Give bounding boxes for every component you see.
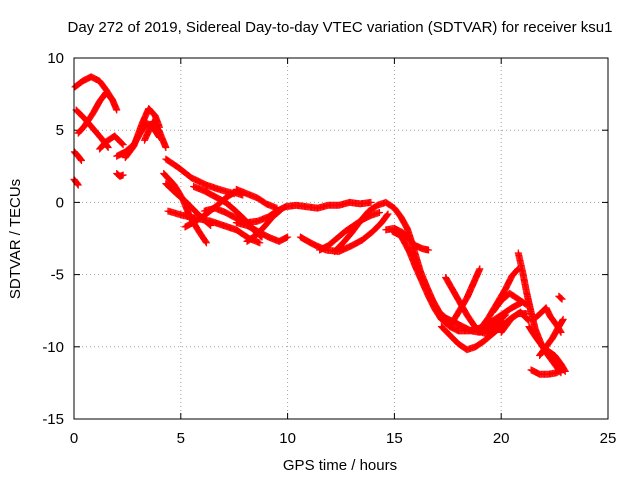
data-point [284, 233, 292, 241]
data-point [76, 155, 84, 163]
y-tick-label: 10 [47, 50, 64, 67]
data-point [117, 139, 125, 147]
series-pass-aa [446, 265, 484, 331]
x-tick-label: 25 [600, 430, 617, 447]
data-point [74, 180, 82, 188]
y-axis-label: SDTVAR / TECUs [7, 179, 24, 299]
x-tick-label: 15 [386, 430, 403, 447]
series-pass-t [232, 219, 292, 245]
data-point [558, 295, 566, 303]
data-point [383, 211, 391, 219]
data-point [559, 316, 567, 324]
data-point [256, 239, 264, 247]
data-point [556, 294, 564, 302]
data-point [499, 317, 507, 325]
data-point [375, 209, 383, 217]
series-pass-ab [442, 273, 507, 338]
series-pass-n [164, 207, 264, 247]
series-pass-d [96, 132, 127, 153]
grid-lines [74, 58, 608, 419]
x-tick-label: 5 [177, 430, 185, 447]
data-point [561, 366, 569, 374]
x-axis-label: GPS time / hours [283, 457, 397, 474]
x-tick-label: 20 [493, 430, 510, 447]
series-pass-aj [536, 315, 567, 359]
data-point [118, 140, 126, 148]
data-point [202, 239, 210, 247]
data-point [425, 246, 433, 254]
data-point [162, 144, 170, 152]
data-point [77, 157, 85, 165]
data-point [367, 198, 375, 206]
x-tick-label: 0 [70, 430, 78, 447]
series-pass-b [72, 106, 112, 152]
y-tick-label: -5 [51, 267, 64, 284]
plot-frame [73, 57, 609, 420]
y-tick-label: 0 [56, 194, 64, 211]
data-point [74, 181, 82, 189]
data-point [202, 238, 210, 246]
y-tick-label: 5 [56, 122, 64, 139]
series-pass-ak [555, 292, 566, 303]
chart-title: Day 272 of 2019, Sidereal Day-to-day VTE… [68, 19, 613, 36]
data-point [498, 318, 506, 326]
data-point [476, 265, 484, 273]
data-point [384, 210, 392, 218]
data-points [70, 73, 569, 378]
y-tick-label: -15 [42, 411, 64, 428]
series-pass-f [70, 175, 82, 189]
series-pass-e [70, 148, 85, 165]
series-pass-g [113, 170, 127, 180]
series-pass-i [121, 105, 163, 162]
data-point [561, 367, 569, 375]
data-point [119, 171, 127, 179]
data-point [276, 206, 284, 214]
series-pass-y [388, 227, 527, 335]
data-point [113, 106, 121, 114]
series-pass-ag [527, 364, 567, 378]
data-point [77, 156, 85, 164]
series-pass-ad [489, 289, 531, 316]
data-point [104, 144, 112, 152]
series-pass-r [232, 185, 281, 212]
series-pass-c [74, 89, 121, 137]
x-tick-label: 10 [279, 430, 296, 447]
series-pass-v [316, 209, 383, 254]
series-pass-j [140, 118, 170, 152]
data-point [277, 206, 285, 214]
data-point [559, 315, 567, 323]
data-point [119, 141, 127, 149]
series-pass-x [382, 224, 433, 254]
y-tick-label: -10 [42, 339, 64, 356]
data-point [557, 294, 565, 302]
